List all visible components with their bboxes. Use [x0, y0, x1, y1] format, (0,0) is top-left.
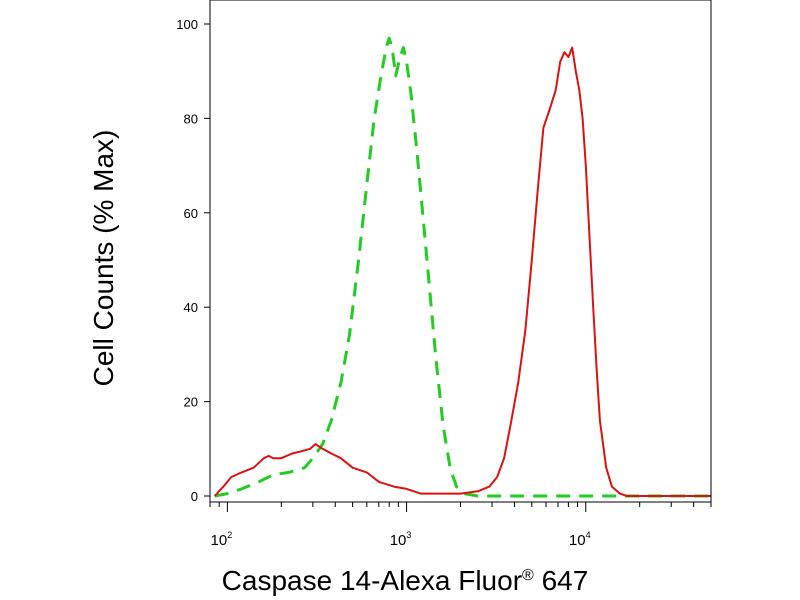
x-tick-label: 102: [211, 530, 233, 549]
x-axis-ticks: 102 103 104: [209, 502, 712, 549]
y-tick-label: 40: [184, 300, 198, 315]
y-tick-label: 100: [176, 17, 198, 32]
series-lines: [213, 36, 711, 498]
plot-frame: [209, 0, 712, 503]
y-tick-label: 60: [184, 206, 198, 221]
series-line-2: [213, 46, 711, 497]
x-tick-label: 104: [569, 530, 591, 549]
y-tick-label: 20: [184, 395, 198, 410]
series-line-1: [214, 36, 711, 498]
y-axis-ticks: 0 20 40 60 80 100: [176, 17, 210, 504]
y-tick-label: 0: [191, 489, 198, 504]
y-tick-label: 80: [184, 111, 198, 126]
x-tick-label: 103: [390, 530, 412, 549]
x-axis-title: Caspase 14-Alexa Fluor® 647: [222, 565, 589, 596]
y-axis-title: Cell Counts (% Max): [88, 130, 119, 387]
